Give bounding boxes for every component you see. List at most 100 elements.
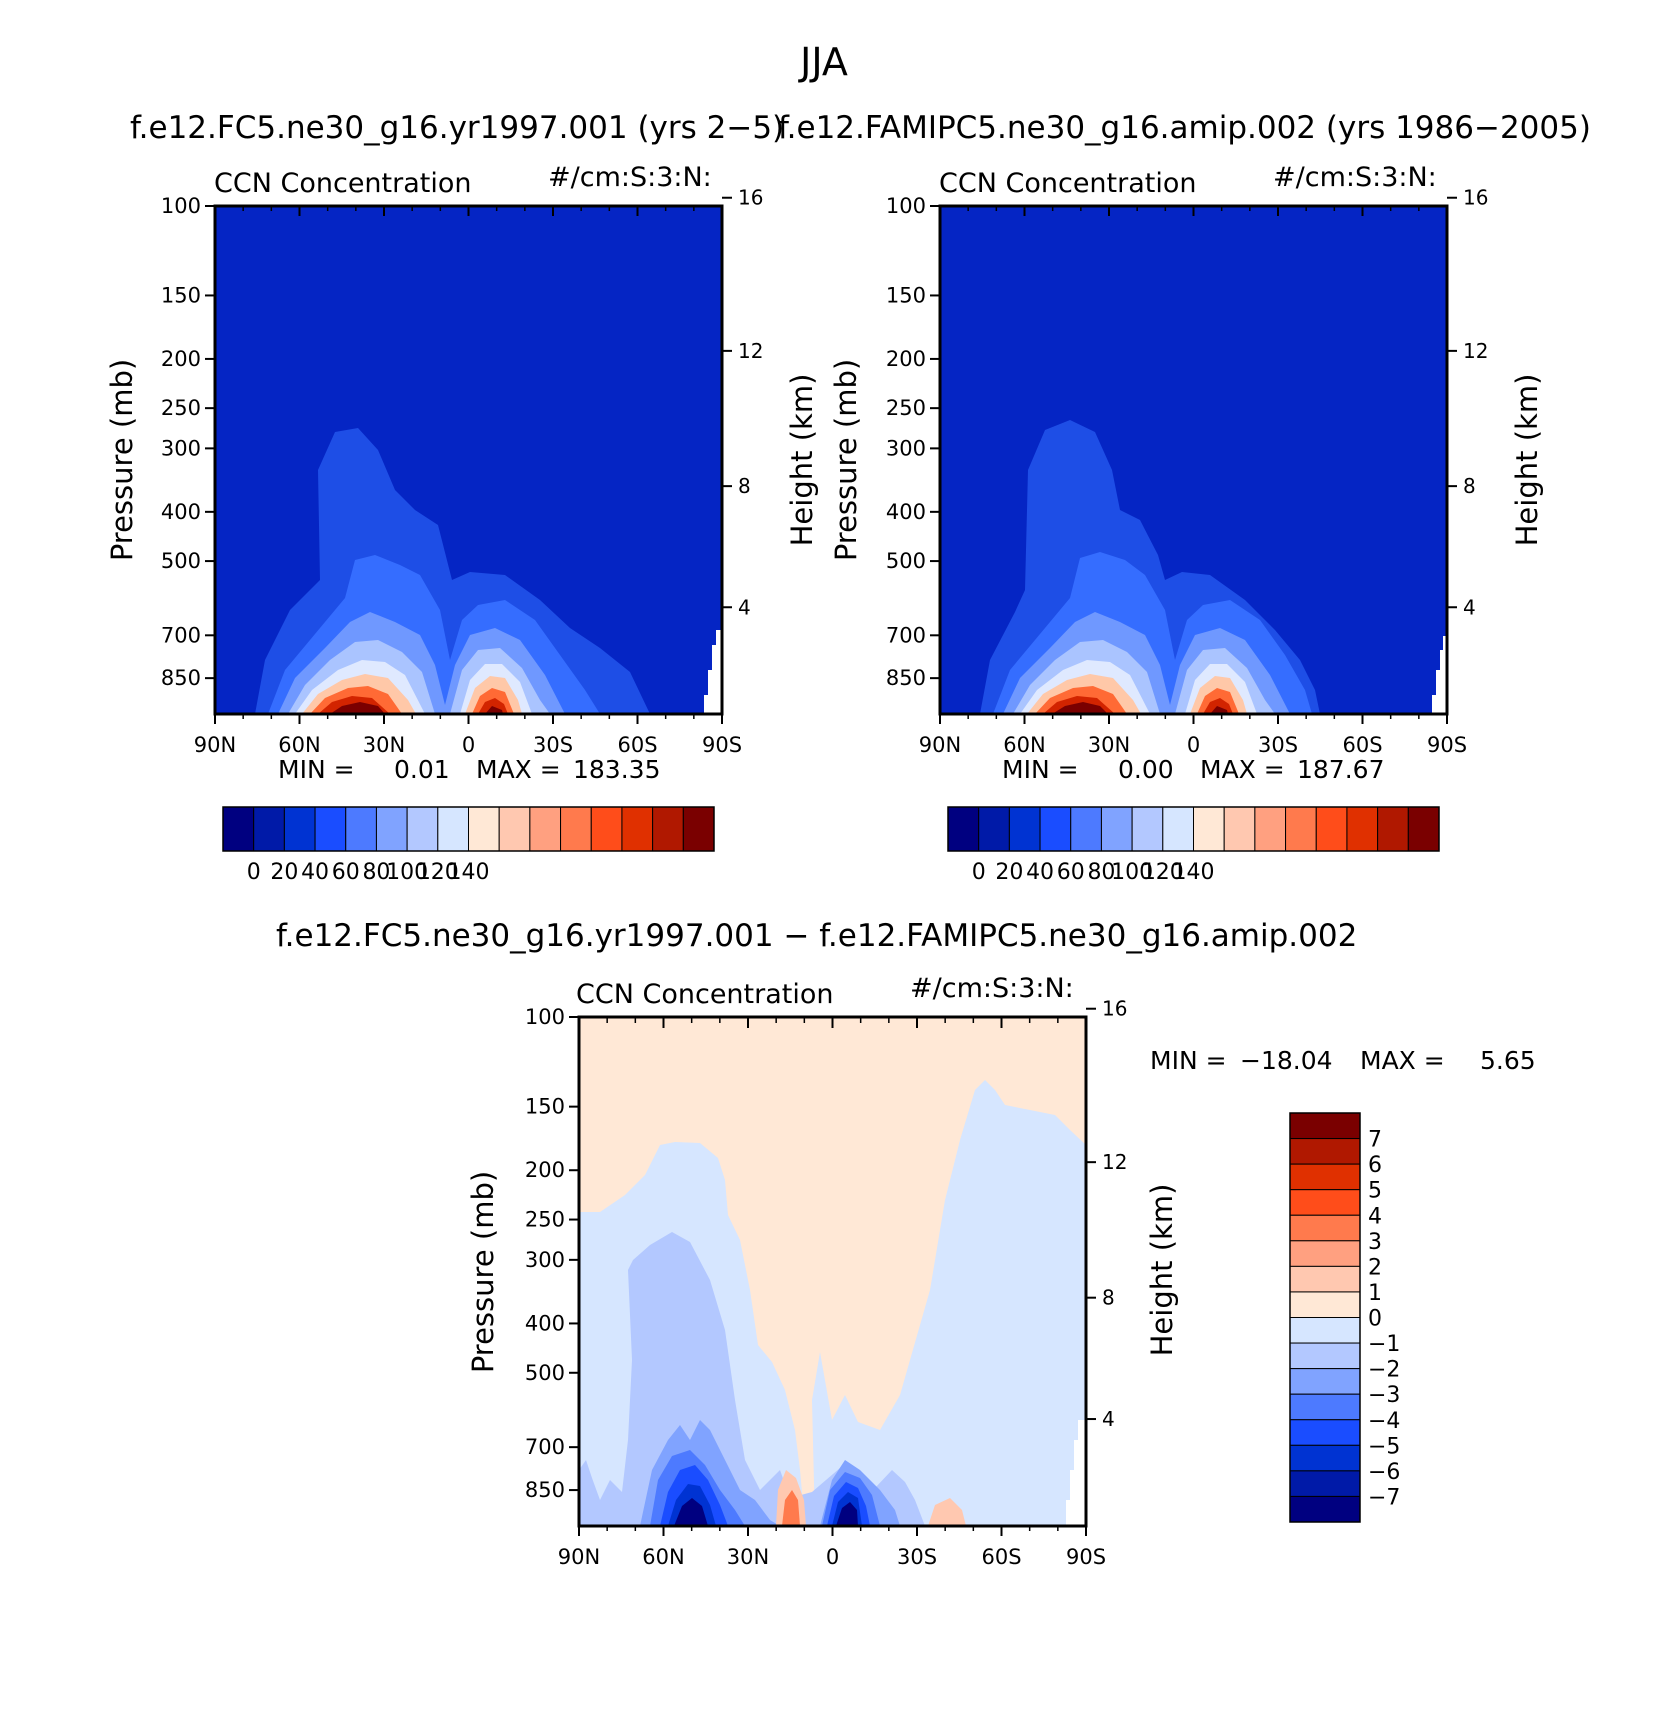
colorbar-label: 40 bbox=[301, 860, 329, 885]
colorbar-label: 2 bbox=[1368, 1255, 1382, 1280]
colorbar-label: 6 bbox=[1368, 1153, 1382, 1178]
panel-a-ylabel: Pressure (mb) bbox=[105, 359, 139, 561]
colorbar-box bbox=[222, 806, 255, 852]
panel-c-variable: CCN Concentration bbox=[576, 979, 834, 1010]
colorbar-box bbox=[1407, 806, 1440, 852]
colorbar-box bbox=[1289, 1393, 1361, 1421]
colorbar-box bbox=[1131, 806, 1164, 852]
colorbar-box bbox=[560, 806, 592, 852]
colorbar-box bbox=[1289, 1240, 1361, 1267]
colorbar-box bbox=[437, 806, 469, 852]
colorbar-label: 100 bbox=[386, 860, 428, 885]
panel-a-variable: CCN Concentration bbox=[214, 168, 472, 199]
colorbar-box bbox=[345, 806, 377, 852]
colorbar-outline bbox=[947, 806, 1440, 852]
panel-a-y-right-ticks: 16 12 8 4 bbox=[722, 186, 763, 619]
y-tick-label: 250 bbox=[886, 396, 926, 420]
y-right-tick-label: 4 bbox=[1102, 1407, 1115, 1431]
y-right-tick-label: 16 bbox=[1463, 186, 1488, 210]
colorbar-box bbox=[1346, 806, 1379, 852]
panel-b-min-label: MIN = bbox=[1002, 755, 1079, 784]
panel-c-x-ticks: 90N 60N 30N 0 30S 60S 90S bbox=[558, 1018, 1106, 1569]
panel-b-max-label: MAX = bbox=[1200, 755, 1285, 784]
panel-c-contour-neg7 bbox=[674, 1498, 858, 1526]
colorbar-box bbox=[1289, 1368, 1361, 1395]
x-tick-label: 90N bbox=[558, 1545, 600, 1569]
y-tick-label: 100 bbox=[161, 194, 201, 218]
x-tick-label: 0 bbox=[1187, 733, 1200, 757]
panel-b-variable: CCN Concentration bbox=[939, 168, 1197, 199]
panel-c-y-ticks: 100 150 200 250 300 400 500 700 850 bbox=[525, 1005, 579, 1502]
colorbar-box bbox=[1285, 806, 1317, 852]
colorbar-box bbox=[978, 806, 1010, 852]
x-tick-label: 90S bbox=[702, 733, 742, 757]
y-tick-label: 850 bbox=[886, 666, 926, 690]
panel-c-case-title: f.e12.FC5.ne30_g16.yr1997.001 − f.e12.FA… bbox=[276, 918, 1357, 954]
panel-c-min-value: −18.04 bbox=[1240, 1046, 1333, 1075]
colorbar-label: 20 bbox=[270, 860, 298, 885]
panel-a-max-value: 183.35 bbox=[573, 755, 660, 784]
colorbar-box bbox=[1100, 806, 1133, 852]
colorbar-box bbox=[406, 806, 439, 852]
colorbar-label: 1 bbox=[1368, 1281, 1382, 1306]
colorbar-label: −7 bbox=[1368, 1485, 1400, 1510]
y-tick-label: 500 bbox=[886, 549, 926, 573]
colorbar-label: 120 bbox=[1142, 860, 1184, 885]
colorbar-box bbox=[1223, 806, 1256, 852]
colorbar-box bbox=[529, 806, 562, 852]
colorbar-outline bbox=[1289, 1112, 1361, 1523]
panel-a-contour-9 bbox=[330, 702, 503, 714]
y-tick-label: 500 bbox=[161, 549, 201, 573]
panel-b-x-ticks: 90N 60N 30N 0 30S 60S 90S bbox=[919, 206, 1467, 757]
panel-b-field bbox=[940, 206, 1447, 714]
y-tick-label: 200 bbox=[161, 347, 201, 371]
colorbar-label: 4 bbox=[1368, 1204, 1382, 1229]
colorbar-box bbox=[1254, 806, 1287, 852]
y-right-tick-label: 4 bbox=[738, 595, 751, 619]
colorbar-label: 7 bbox=[1368, 1128, 1382, 1153]
colorbar-box bbox=[1289, 1419, 1361, 1446]
y-right-tick-label: 8 bbox=[1463, 474, 1476, 498]
colorbar-box bbox=[1289, 1317, 1361, 1344]
colorbar-box bbox=[1008, 806, 1041, 852]
panel-c-contour-pos3 bbox=[782, 1490, 800, 1526]
panel-b-units: #/cm:S:3:N: bbox=[1273, 162, 1437, 193]
y-tick-label: 200 bbox=[525, 1158, 565, 1182]
colorbar-box bbox=[1315, 806, 1348, 852]
panel-a-y-ticks: 100 150 200 250 300 400 500 700 850 bbox=[161, 194, 215, 690]
colorbar-label: 80 bbox=[1087, 860, 1115, 885]
panel-c-terrain bbox=[1066, 1420, 1086, 1526]
x-tick-label: 60S bbox=[617, 733, 657, 757]
y-tick-label: 850 bbox=[525, 1478, 565, 1502]
y-tick-label: 700 bbox=[886, 623, 926, 647]
y-tick-label: 200 bbox=[886, 347, 926, 371]
x-tick-label: 60S bbox=[1342, 733, 1382, 757]
x-tick-label: 30N bbox=[1088, 733, 1130, 757]
panel-b-case-title: f.e12.FAMIPC5.ne30_g16.amip.002 (yrs 198… bbox=[778, 110, 1591, 146]
y-tick-label: 250 bbox=[525, 1208, 565, 1232]
colorbar-label: −2 bbox=[1368, 1358, 1400, 1383]
panel-c-ylabel-right: Height (km) bbox=[1145, 1184, 1179, 1357]
x-tick-label: 30S bbox=[1258, 733, 1298, 757]
panel-b: f.e12.FAMIPC5.ne30_g16.amip.002 (yrs 198… bbox=[778, 110, 1591, 885]
panel-a-case-title: f.e12.FC5.ne30_g16.yr1997.001 (yrs 2−5) bbox=[130, 110, 784, 146]
x-tick-label: 30N bbox=[727, 1545, 769, 1569]
colorbar-box bbox=[1289, 1189, 1361, 1216]
y-tick-label: 150 bbox=[525, 1095, 565, 1119]
colorbar-label: 5 bbox=[1368, 1179, 1382, 1204]
colorbar-label: 140 bbox=[448, 860, 490, 885]
colorbar-label: 20 bbox=[995, 860, 1023, 885]
colorbar-box bbox=[1070, 806, 1102, 852]
colorbar-label: 60 bbox=[332, 860, 360, 885]
panel-b-y-ticks: 100 150 200 250 300 400 500 700 850 bbox=[886, 194, 940, 690]
colorbar-box bbox=[314, 806, 347, 852]
panel-c-y-right-ticks: 16 12 8 4 bbox=[1086, 997, 1127, 1431]
colorbar-label: −3 bbox=[1368, 1383, 1400, 1408]
y-tick-label: 400 bbox=[525, 1311, 565, 1335]
y-right-tick-label: 4 bbox=[1463, 595, 1476, 619]
colorbar-box bbox=[652, 806, 684, 852]
x-tick-label: 60N bbox=[1003, 733, 1045, 757]
panel-a-terrain bbox=[704, 630, 722, 714]
